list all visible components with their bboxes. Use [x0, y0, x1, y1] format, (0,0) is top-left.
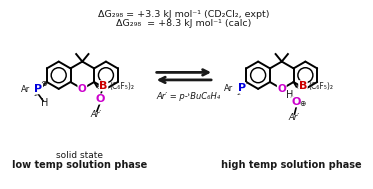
Text: B: B — [99, 81, 108, 91]
Text: H: H — [41, 98, 49, 108]
Text: O: O — [292, 97, 301, 107]
Text: solid state: solid state — [56, 151, 103, 160]
Text: ΔG₂₉₈ = +3.3 kJ mol⁻¹ (CD₂Cl₂, expt): ΔG₂₉₈ = +3.3 kJ mol⁻¹ (CD₂Cl₂, expt) — [98, 10, 270, 19]
Text: H: H — [286, 90, 294, 100]
Text: (C₆F₅)₂: (C₆F₅)₂ — [109, 82, 134, 91]
Text: Ar: Ar — [21, 85, 30, 94]
Text: ⊖: ⊖ — [295, 82, 302, 91]
Text: ⊖: ⊖ — [95, 82, 102, 91]
Text: Ar: Ar — [224, 84, 233, 93]
Text: ⊕: ⊕ — [41, 79, 47, 88]
Text: 2: 2 — [237, 91, 241, 96]
Text: P: P — [34, 84, 43, 94]
Text: (C₆F₅)₂: (C₆F₅)₂ — [308, 82, 333, 91]
Text: low temp solution phase: low temp solution phase — [12, 160, 147, 170]
Text: ⊕: ⊕ — [299, 99, 305, 108]
Text: O: O — [278, 84, 286, 94]
Text: P: P — [238, 83, 246, 93]
Text: Ar′: Ar′ — [90, 110, 101, 119]
Text: B: B — [299, 81, 307, 91]
Text: O: O — [78, 84, 87, 94]
Text: high temp solution phase: high temp solution phase — [221, 160, 361, 170]
Text: ΔG₂₉₈  = +8.3 kJ mol⁻¹ (calc): ΔG₂₉₈ = +8.3 kJ mol⁻¹ (calc) — [116, 19, 252, 28]
Text: 2: 2 — [34, 92, 38, 97]
Text: Ar′ = p-ᵗBuC₆H₄: Ar′ = p-ᵗBuC₆H₄ — [157, 92, 221, 101]
Text: Ar′: Ar′ — [288, 113, 299, 122]
Text: O: O — [95, 94, 104, 104]
